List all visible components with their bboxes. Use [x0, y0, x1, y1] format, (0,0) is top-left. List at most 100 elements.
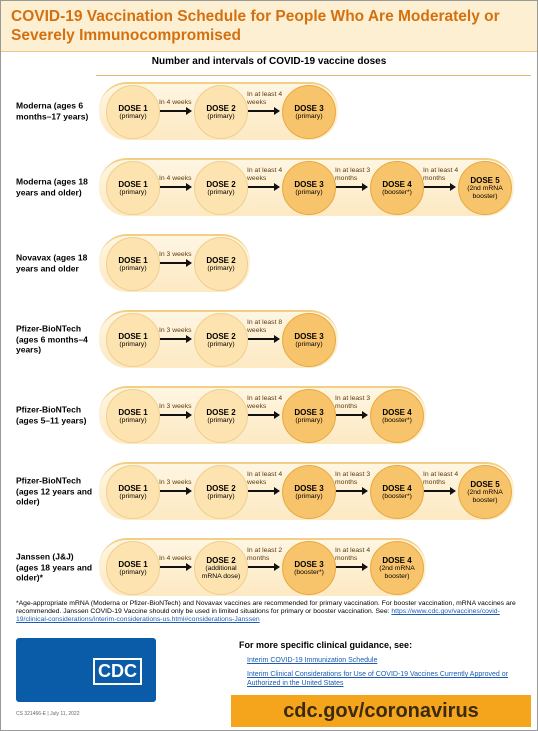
arrow	[336, 414, 362, 416]
dose-circle: DOSE 4 (booster*)	[370, 161, 424, 215]
arrow	[160, 414, 186, 416]
arrow-head	[274, 183, 280, 191]
guidance-link[interactable]: Interim Clinical Considerations for Use …	[247, 671, 508, 687]
dose-circle: DOSE 1 (primary)	[106, 85, 160, 139]
dose-circle: DOSE 3 (booster*)	[282, 541, 336, 595]
arrow	[248, 186, 274, 188]
dose-circle: DOSE 2 (primary)	[194, 389, 248, 443]
dose-name: DOSE 2	[206, 407, 236, 417]
footnote-link[interactable]: https://www.cdc.gov/vaccines/covid-19/cl…	[16, 608, 500, 624]
interval-label: In at least 3 months	[335, 395, 371, 411]
arrow	[248, 414, 274, 416]
dose-name: DOSE 3	[294, 103, 324, 113]
vaccine-label: Novavax (ages 18 years and older	[16, 252, 88, 274]
interval-label: In 3 weeks	[159, 327, 192, 335]
dose-note: (primary)	[119, 568, 147, 576]
dose-name: DOSE 2	[206, 179, 236, 189]
arrow	[160, 110, 186, 112]
dose-note: (2nd mRNA booster)	[467, 488, 503, 504]
arrow-head	[362, 183, 368, 191]
dose-circle: DOSE 2 (primary)	[194, 161, 248, 215]
interval-label: In at least 4 months	[423, 167, 459, 183]
dose-note: (booster*)	[294, 568, 324, 576]
arrow	[160, 566, 186, 568]
dose-name: DOSE 1	[118, 255, 148, 265]
arrow	[248, 338, 274, 340]
interval-label: In at least 3 months	[335, 471, 371, 487]
dose-note: (primary)	[295, 188, 323, 196]
dose-note: (primary)	[207, 264, 235, 272]
dose-name: DOSE 2	[206, 331, 236, 341]
dose-circle: DOSE 3 (primary)	[282, 85, 336, 139]
dose-name: DOSE 2	[206, 555, 236, 565]
interval-label: In 3 weeks	[159, 479, 192, 487]
interval-label: In at least 4 months	[423, 471, 459, 487]
arrow	[336, 490, 362, 492]
dose-name: DOSE 1	[118, 407, 148, 417]
arrow	[424, 186, 450, 188]
dose-circle: DOSE 3 (primary)	[282, 313, 336, 367]
dose-name: DOSE 2	[206, 255, 236, 265]
dose-note: (primary)	[119, 416, 147, 424]
dose-note: (primary)	[207, 188, 235, 196]
guidance-link[interactable]: Interim COVID-19 Immunization Schedule	[247, 657, 378, 664]
arrow	[248, 110, 274, 112]
dose-name: DOSE 4	[382, 407, 412, 417]
arrow	[336, 186, 362, 188]
arrow-head	[274, 107, 280, 115]
arrow-head	[186, 411, 192, 419]
title: COVID-19 Vaccination Schedule for People…	[11, 8, 500, 44]
dose-circle: DOSE 5 (2nd mRNA booster)	[458, 465, 512, 519]
arrow-head	[450, 183, 456, 191]
dose-note: (primary)	[295, 112, 323, 120]
title-band: COVID-19 Vaccination Schedule for People…	[1, 1, 537, 52]
dose-note: (booster*)	[382, 416, 412, 424]
arrow	[160, 186, 186, 188]
arrow-head	[274, 335, 280, 343]
dose-note: (booster*)	[382, 188, 412, 196]
vaccine-label: Pfizer-BioNTech (ages 5–11 years)	[16, 404, 87, 426]
vaccine-label: Moderna (ages 18 years and older)	[16, 176, 88, 198]
dose-note: (primary)	[207, 112, 235, 120]
dose-note: (primary)	[119, 492, 147, 500]
dose-note: (primary)	[207, 340, 235, 348]
dose-note: (additional mRNA dose)	[201, 564, 241, 580]
dose-note: (primary)	[119, 264, 147, 272]
arrow-head	[186, 183, 192, 191]
dose-circle: DOSE 4 (booster*)	[370, 465, 424, 519]
dose-note: (primary)	[119, 112, 147, 120]
vaccine-label: Pfizer-BioNTech (ages 6 months–4 years)	[16, 323, 88, 355]
arrow	[160, 262, 186, 264]
divider	[96, 75, 531, 76]
dose-note: (2nd mRNA booster)	[467, 184, 503, 200]
dose-name: DOSE 3	[294, 483, 324, 493]
vaccine-label: Moderna (ages 6 months–17 years)	[16, 100, 89, 122]
arrow-head	[450, 487, 456, 495]
interval-label: In at least 2 months	[247, 547, 283, 563]
arrow-head	[186, 107, 192, 115]
dose-name: DOSE 3	[294, 407, 324, 417]
dose-circle: DOSE 2 (primary)	[194, 313, 248, 367]
arrow-head	[362, 563, 368, 571]
website-url[interactable]: cdc.gov/coronavirus	[231, 695, 531, 727]
arrow	[160, 338, 186, 340]
dose-name: DOSE 3	[294, 559, 324, 569]
dose-circle: DOSE 3 (primary)	[282, 161, 336, 215]
dose-circle: DOSE 3 (primary)	[282, 465, 336, 519]
dose-circle: DOSE 4 (2nd mRNA booster)	[370, 541, 424, 595]
interval-label: In 3 weeks	[159, 403, 192, 411]
dose-name: DOSE 3	[294, 331, 324, 341]
interval-label: In 4 weeks	[159, 175, 192, 183]
dose-note: (primary)	[119, 340, 147, 348]
dose-circle: DOSE 4 (booster*)	[370, 389, 424, 443]
vaccine-label: Pfizer-BioNTech (ages 12 years and older…	[16, 475, 93, 507]
dose-name: DOSE 4	[382, 555, 412, 565]
subtitle: Number and intervals of COVID-19 vaccine…	[151, 56, 387, 67]
interval-label: In at least 4 weeks	[247, 167, 283, 183]
dose-circle: DOSE 2 (primary)	[194, 465, 248, 519]
dose-name: DOSE 5	[470, 175, 500, 185]
dose-name: DOSE 3	[294, 179, 324, 189]
interval-label: In at least 4 weeks	[247, 91, 283, 107]
dose-circle: DOSE 1 (primary)	[106, 389, 160, 443]
dose-circle: DOSE 1 (primary)	[106, 161, 160, 215]
